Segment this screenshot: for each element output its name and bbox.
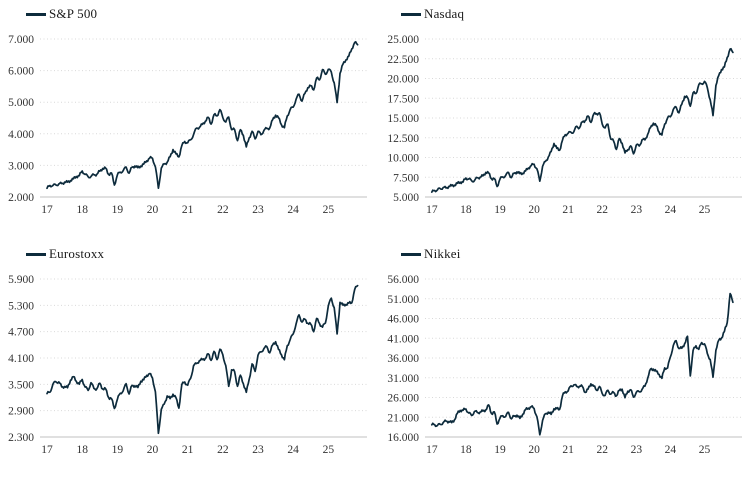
legend-sp500: S&P 500 bbox=[0, 0, 375, 23]
svg-text:41.000: 41.000 bbox=[387, 333, 419, 345]
svg-text:21: 21 bbox=[182, 204, 194, 216]
svg-text:5.300: 5.300 bbox=[8, 300, 34, 312]
svg-text:17: 17 bbox=[426, 204, 438, 216]
svg-text:17: 17 bbox=[41, 444, 53, 456]
svg-text:18: 18 bbox=[460, 204, 472, 216]
legend-nikkei: Nikkei bbox=[375, 240, 750, 263]
svg-text:24: 24 bbox=[287, 444, 299, 456]
svg-text:4.100: 4.100 bbox=[8, 353, 34, 365]
svg-text:18: 18 bbox=[76, 444, 88, 456]
chart-nasdaq: Nasdaq 25.000 22.500 20.000 17.500 15.000 12.… bbox=[375, 0, 750, 240]
svg-text:20: 20 bbox=[528, 204, 540, 216]
legend-label: S&P 500 bbox=[49, 6, 98, 21]
svg-text:20: 20 bbox=[147, 204, 159, 216]
svg-text:12.500: 12.500 bbox=[387, 133, 419, 145]
svg-text:24: 24 bbox=[665, 444, 677, 456]
chart-sp500: S&P 500 7.000 6.000 5.000 4.000 3.000 2.000 17… bbox=[0, 0, 375, 240]
svg-text:20: 20 bbox=[528, 444, 540, 456]
svg-text:5.900: 5.900 bbox=[8, 274, 34, 286]
plot-sp500: 7.000 6.000 5.000 4.000 3.000 2.000 17 18 19 20 21… bbox=[8, 34, 367, 216]
svg-text:25: 25 bbox=[699, 204, 711, 216]
legend-line-swatch bbox=[401, 252, 421, 256]
legend-label: Nasdaq bbox=[424, 6, 465, 21]
svg-text:21.000: 21.000 bbox=[387, 412, 419, 424]
svg-text:5.000: 5.000 bbox=[393, 192, 419, 204]
plot-nikkei: 56.000 51.000 46.000 41.000 36.000 31.000 26.0… bbox=[387, 274, 742, 456]
svg-text:31.000: 31.000 bbox=[387, 373, 419, 385]
svg-text:19: 19 bbox=[112, 444, 124, 456]
svg-text:20.000: 20.000 bbox=[387, 74, 419, 86]
svg-text:18: 18 bbox=[76, 204, 88, 216]
svg-text:19: 19 bbox=[112, 204, 124, 216]
svg-text:51.000: 51.000 bbox=[387, 294, 419, 306]
svg-text:4.000: 4.000 bbox=[8, 129, 34, 141]
svg-text:20: 20 bbox=[147, 444, 159, 456]
svg-text:24: 24 bbox=[287, 204, 299, 216]
svg-text:22: 22 bbox=[217, 444, 229, 456]
svg-text:5.000: 5.000 bbox=[8, 97, 34, 109]
svg-text:56.000: 56.000 bbox=[387, 274, 419, 286]
legend-label: Nikkei bbox=[424, 246, 461, 261]
svg-text:17.500: 17.500 bbox=[387, 93, 419, 105]
plot-eurostoxx: 5.900 5.300 4.700 4.100 3.500 2.900 2.300 17 18 1… bbox=[8, 274, 367, 456]
legend-nasdaq: Nasdaq bbox=[375, 0, 750, 23]
svg-text:25.000: 25.000 bbox=[387, 34, 419, 46]
svg-text:36.000: 36.000 bbox=[387, 353, 419, 365]
svg-text:2.000: 2.000 bbox=[8, 192, 34, 204]
svg-text:3.000: 3.000 bbox=[8, 160, 34, 172]
svg-text:25: 25 bbox=[699, 444, 711, 456]
legend-line-swatch bbox=[26, 12, 46, 16]
legend-label: Eurostoxx bbox=[49, 246, 105, 261]
chart-nikkei: Nikkei 56.000 51.000 46.000 41.000 36.000 31.… bbox=[375, 240, 750, 481]
svg-text:7.000: 7.000 bbox=[8, 34, 34, 46]
svg-text:21: 21 bbox=[562, 444, 574, 456]
svg-text:17: 17 bbox=[41, 204, 53, 216]
svg-text:22: 22 bbox=[217, 204, 229, 216]
svg-text:19: 19 bbox=[494, 204, 506, 216]
svg-text:25: 25 bbox=[323, 444, 335, 456]
svg-text:2.900: 2.900 bbox=[8, 406, 34, 418]
svg-text:23: 23 bbox=[631, 444, 643, 456]
svg-text:24: 24 bbox=[665, 204, 677, 216]
svg-text:3.500: 3.500 bbox=[8, 379, 34, 391]
svg-text:6.000: 6.000 bbox=[8, 66, 34, 78]
svg-text:16.000: 16.000 bbox=[387, 432, 419, 444]
svg-text:21: 21 bbox=[182, 444, 194, 456]
plot-nasdaq: 25.000 22.500 20.000 17.500 15.000 12.500 10.0… bbox=[387, 34, 742, 216]
svg-text:26.000: 26.000 bbox=[387, 393, 419, 405]
legend-line-swatch bbox=[401, 12, 421, 16]
svg-text:22.500: 22.500 bbox=[387, 54, 419, 66]
svg-text:22: 22 bbox=[596, 204, 608, 216]
svg-text:46.000: 46.000 bbox=[387, 314, 419, 326]
legend-eurostoxx: Eurostoxx bbox=[0, 240, 375, 263]
svg-text:2.300: 2.300 bbox=[8, 432, 34, 444]
svg-text:23: 23 bbox=[252, 204, 264, 216]
svg-text:25: 25 bbox=[323, 204, 335, 216]
svg-text:7.500: 7.500 bbox=[393, 172, 419, 184]
svg-text:10.000: 10.000 bbox=[387, 153, 419, 165]
svg-text:17: 17 bbox=[426, 444, 438, 456]
svg-text:19: 19 bbox=[494, 444, 506, 456]
svg-text:23: 23 bbox=[252, 444, 264, 456]
svg-text:23: 23 bbox=[631, 204, 643, 216]
svg-text:18: 18 bbox=[460, 444, 472, 456]
svg-text:21: 21 bbox=[562, 204, 574, 216]
svg-text:22: 22 bbox=[596, 444, 608, 456]
svg-text:15.000: 15.000 bbox=[387, 113, 419, 125]
svg-text:4.700: 4.700 bbox=[8, 327, 34, 339]
legend-line-swatch bbox=[26, 252, 46, 256]
chart-eurostoxx: Eurostoxx 5.900 5.300 4.700 4.100 3.500 2.900… bbox=[0, 240, 375, 481]
